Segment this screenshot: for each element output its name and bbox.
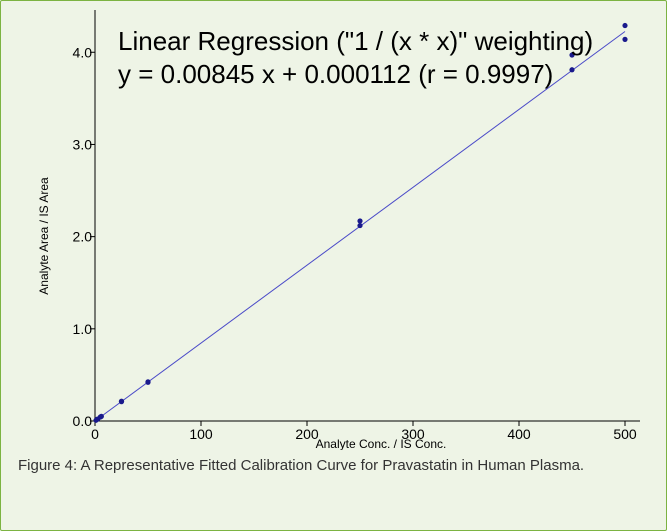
x-axis-label: Analyte Conc. / IS Conc. bbox=[316, 437, 447, 450]
chart-ticks: 0 100 200 300 400 500 0.0 1.0 2.0 3.0 4.0 bbox=[73, 44, 637, 442]
data-points bbox=[93, 22, 628, 423]
figure-caption: Figure 4: A Representative Fitted Calibr… bbox=[18, 457, 585, 474]
x-tick-label: 500 bbox=[613, 426, 637, 442]
data-point bbox=[118, 398, 125, 404]
chart-title: Linear Regression ("1 / (x * x)" weighti… bbox=[118, 26, 594, 56]
y-tick-label: 3.0 bbox=[73, 136, 93, 152]
data-point bbox=[622, 36, 628, 42]
x-tick-label: 300 bbox=[401, 426, 425, 442]
data-point bbox=[357, 222, 363, 229]
data-point bbox=[622, 22, 628, 29]
y-tick-label: 0.0 bbox=[73, 413, 93, 429]
data-point bbox=[569, 52, 575, 58]
x-tick-label: 0 bbox=[91, 426, 99, 442]
y-tick-label: 2.0 bbox=[73, 229, 93, 245]
x-tick-label: 100 bbox=[189, 426, 213, 442]
data-point bbox=[569, 67, 575, 73]
regression-equation: y = 0.00845 x + 0.000112 (r = 0.9997) bbox=[118, 59, 554, 89]
x-tick-label: 400 bbox=[507, 426, 531, 442]
x-tick-label: 200 bbox=[295, 426, 319, 442]
chart-axes bbox=[94, 10, 640, 422]
calibration-chart: 0 100 200 300 400 500 0.0 1.0 2.0 3.0 4.0 Analyte … bbox=[37, 10, 640, 450]
y-tick-label: 1.0 bbox=[73, 321, 93, 337]
data-point bbox=[145, 379, 151, 385]
y-tick-label: 4.0 bbox=[73, 44, 93, 60]
data-point bbox=[98, 413, 104, 419]
data-point bbox=[357, 218, 363, 224]
y-axis-label: Analyte Area / IS Area bbox=[37, 177, 51, 295]
